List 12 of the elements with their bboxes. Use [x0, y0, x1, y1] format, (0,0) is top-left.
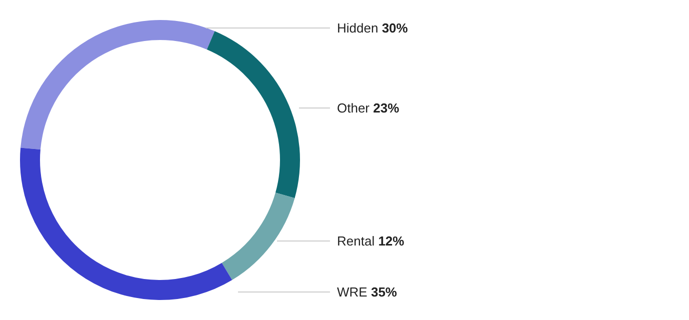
- donut-slice: [20, 20, 215, 150]
- data-label: 30%: [382, 20, 408, 36]
- data-label: 35%: [370, 284, 397, 300]
- donut-slice: [206, 31, 300, 198]
- slice-label: WRE: [337, 284, 368, 300]
- data-label: 12%: [378, 234, 404, 248]
- donut-slice: [20, 148, 232, 300]
- slice-label: Rental: [337, 234, 375, 248]
- slice-label: Hidden: [337, 20, 378, 36]
- data-label: 23%: [373, 100, 400, 116]
- slice-label: Other: [337, 100, 370, 116]
- donut-slice: [222, 192, 295, 280]
